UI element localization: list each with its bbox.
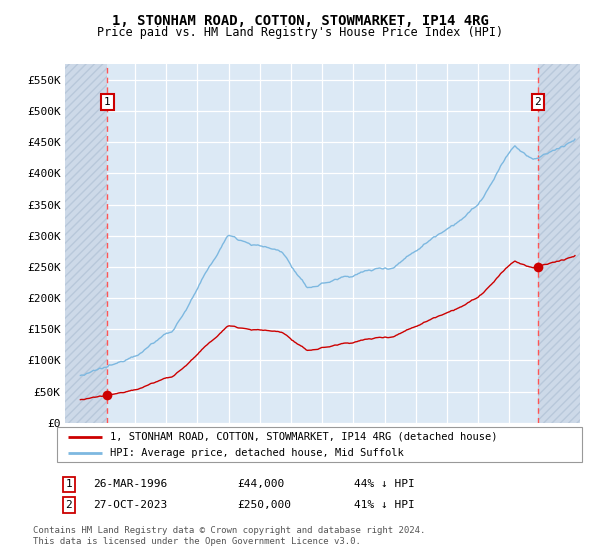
Text: 1: 1 — [104, 97, 111, 107]
Text: This data is licensed under the Open Government Licence v3.0.: This data is licensed under the Open Gov… — [33, 537, 361, 546]
Text: 1: 1 — [65, 479, 73, 489]
Text: 44% ↓ HPI: 44% ↓ HPI — [354, 479, 415, 489]
Text: 26-MAR-1996: 26-MAR-1996 — [93, 479, 167, 489]
Text: 27-OCT-2023: 27-OCT-2023 — [93, 500, 167, 510]
Text: Price paid vs. HM Land Registry's House Price Index (HPI): Price paid vs. HM Land Registry's House … — [97, 26, 503, 39]
Text: 1, STONHAM ROAD, COTTON, STOWMARKET, IP14 4RG (detached house): 1, STONHAM ROAD, COTTON, STOWMARKET, IP1… — [110, 432, 497, 442]
Text: 2: 2 — [65, 500, 73, 510]
Polygon shape — [65, 64, 107, 423]
Text: 41% ↓ HPI: 41% ↓ HPI — [354, 500, 415, 510]
Polygon shape — [538, 64, 580, 423]
Text: £250,000: £250,000 — [237, 500, 291, 510]
Text: 2: 2 — [535, 97, 541, 107]
FancyBboxPatch shape — [57, 427, 582, 462]
Text: Contains HM Land Registry data © Crown copyright and database right 2024.: Contains HM Land Registry data © Crown c… — [33, 526, 425, 535]
Text: 1, STONHAM ROAD, COTTON, STOWMARKET, IP14 4RG: 1, STONHAM ROAD, COTTON, STOWMARKET, IP1… — [112, 14, 488, 28]
Text: £44,000: £44,000 — [237, 479, 284, 489]
Text: HPI: Average price, detached house, Mid Suffolk: HPI: Average price, detached house, Mid … — [110, 447, 403, 458]
